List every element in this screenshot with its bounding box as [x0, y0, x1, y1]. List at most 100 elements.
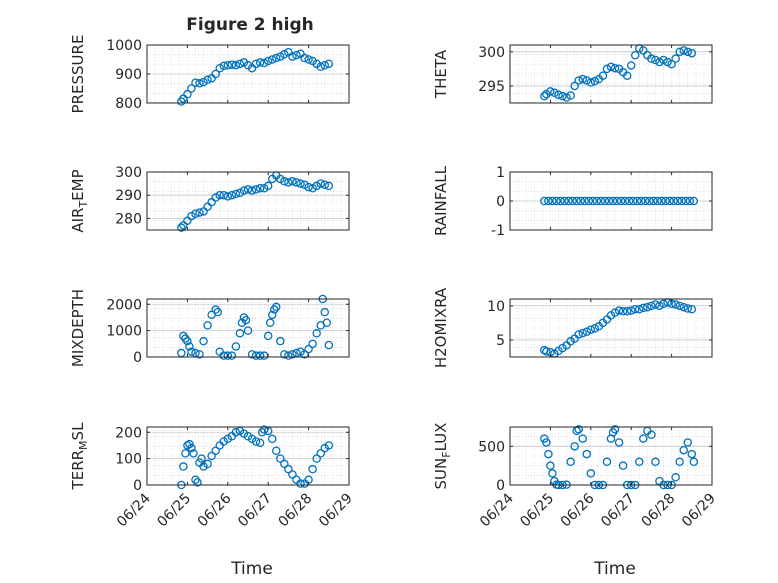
data-point [649, 196, 658, 206]
data-point [566, 91, 575, 100]
data-point [671, 473, 680, 482]
data-point [556, 196, 565, 206]
data-point [280, 50, 289, 59]
data-point [187, 443, 196, 453]
data-point [647, 301, 656, 311]
data-point [191, 78, 200, 87]
data-point [243, 185, 253, 194]
data-point [187, 347, 196, 356]
data-point [635, 304, 644, 314]
data-point [677, 196, 686, 206]
data-point [189, 449, 198, 458]
data-point [639, 434, 648, 443]
data-point [296, 479, 305, 488]
subplot-5: 0 1000 2000 MIXDEPTH [69, 289, 350, 367]
subplot-1: 800 900 1000 PRESSURE [69, 35, 350, 114]
axes-box [509, 298, 713, 358]
data-point [267, 310, 277, 320]
y-tick-label: 100 [115, 452, 142, 468]
data-point [304, 344, 313, 354]
data-point [288, 177, 297, 186]
data-point [689, 457, 699, 467]
data-point [540, 91, 549, 101]
data-point [191, 209, 200, 219]
y-tick-label: 300 [478, 45, 505, 61]
data-point [296, 179, 305, 188]
data-point [687, 48, 697, 58]
data-point [187, 84, 196, 93]
data-point [235, 329, 245, 338]
data-point [600, 196, 610, 206]
data-point [255, 438, 265, 448]
data-point [659, 55, 668, 65]
axes-box [146, 171, 350, 231]
data-point [211, 446, 220, 455]
data-point [584, 196, 594, 206]
data-point [542, 438, 551, 447]
y-tick-label: 2000 [106, 297, 142, 313]
data-point [657, 196, 666, 206]
data-point [288, 470, 297, 479]
data-point [257, 428, 267, 437]
data-point [203, 459, 212, 469]
data-point [618, 307, 628, 316]
data-point [322, 318, 332, 327]
data-point [606, 62, 616, 72]
data-point [284, 351, 293, 360]
data-point [223, 192, 233, 201]
data-point [195, 350, 204, 359]
data-point [243, 326, 253, 335]
data-point [284, 178, 293, 187]
data-point [247, 350, 257, 359]
data-point [681, 196, 690, 206]
data-point [207, 451, 216, 461]
data-point [272, 53, 281, 63]
data-point [598, 71, 608, 80]
data-point [633, 196, 642, 206]
data-point [655, 301, 664, 311]
data-point [280, 459, 289, 469]
y-tick-label: 5 [496, 333, 505, 349]
data-point [292, 50, 301, 60]
data-point [185, 342, 194, 351]
data-point [544, 196, 553, 206]
data-point [324, 59, 334, 69]
data-point [270, 305, 279, 314]
data-point [586, 469, 596, 478]
data-point [665, 196, 674, 206]
data-point [570, 81, 579, 91]
data-point [181, 449, 190, 458]
data-point [572, 196, 581, 206]
y-axis-label: RAINFALL [432, 165, 450, 236]
data-point [263, 181, 273, 191]
data-point [316, 62, 325, 72]
data-point [312, 329, 321, 338]
data-point [574, 76, 583, 85]
data-point [669, 196, 678, 206]
data-point [679, 302, 688, 312]
data-point [197, 454, 206, 463]
data-point [614, 306, 624, 315]
data-point [324, 441, 334, 450]
data-point [566, 457, 575, 467]
data-point [687, 304, 697, 314]
data-point [211, 69, 220, 79]
data-point [604, 196, 614, 206]
data-point [651, 300, 660, 309]
data-point [574, 425, 583, 434]
axes-box [509, 426, 713, 486]
data-point [312, 454, 321, 463]
data-point [645, 196, 654, 206]
y-axis-label: PRESSURE [69, 35, 87, 114]
data-point [540, 196, 549, 206]
data-point [647, 54, 656, 63]
data-point [568, 196, 577, 206]
y-axis-label: THETA [432, 49, 450, 99]
y-axis-label: AIRTEMP [69, 169, 90, 232]
y-tick-label: 280 [115, 211, 142, 227]
y-axis-label: MIXDEPTH [69, 289, 87, 367]
data-point [304, 182, 313, 192]
y-tick-label: 0 [133, 350, 142, 366]
